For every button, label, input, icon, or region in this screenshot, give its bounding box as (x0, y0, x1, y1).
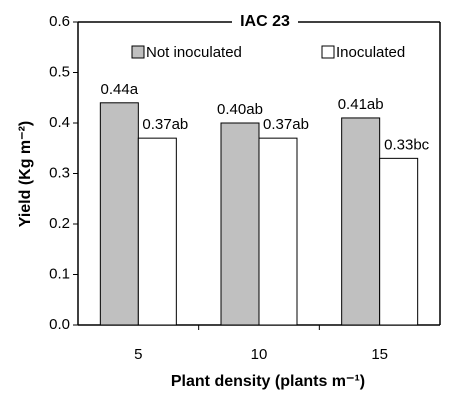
legend-label: Not inoculated (146, 44, 242, 61)
chart-title: IAC 23 (240, 13, 290, 30)
y-tick-label: 0.2 (49, 215, 70, 232)
x-tick-label: 15 (371, 346, 388, 363)
y-tick-label: 0.0 (49, 316, 70, 333)
data-label: 0.33bc (384, 136, 430, 153)
bar (341, 117, 381, 326)
y-tick-label: 0.3 (49, 164, 70, 181)
legend-label: Inoculated (336, 44, 405, 61)
data-label: 0.37ab (142, 116, 188, 133)
y-axis-label: Yield (Kg m⁻²) (17, 121, 34, 228)
x-tick-label: 10 (251, 346, 268, 363)
x-axis-label: Plant density (plants m⁻¹) (171, 373, 365, 390)
data-label: 0.40ab (217, 101, 263, 118)
bar (379, 157, 419, 326)
bar (258, 137, 298, 326)
y-tick-label: 0.6 (49, 13, 70, 30)
y-tick-label: 0.4 (49, 114, 70, 131)
bar (137, 137, 177, 326)
legend-swatch (131, 45, 145, 59)
x-tick-label: 5 (134, 346, 142, 363)
bar (220, 122, 260, 326)
y-tick-label: 0.5 (49, 63, 70, 80)
data-label: 0.44a (101, 81, 139, 98)
y-tick-label: 0.1 (49, 265, 70, 282)
legend-swatch (321, 45, 335, 59)
bar (99, 102, 139, 326)
data-label: 0.41ab (338, 96, 384, 113)
data-label: 0.37ab (263, 116, 309, 133)
